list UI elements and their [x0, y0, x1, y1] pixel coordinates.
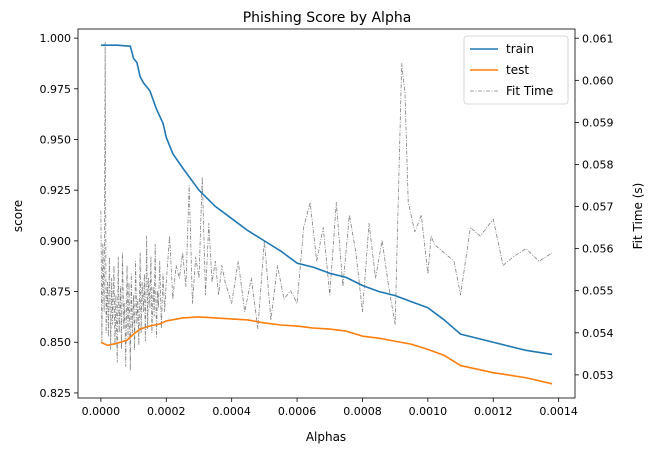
y2-tick-label: 0.059 [582, 116, 614, 129]
y-tick-label: 0.950 [40, 133, 72, 146]
x-tick-label: 0.0010 [409, 405, 448, 418]
legend-label: train [506, 42, 534, 56]
legend: train test Fit Time [463, 35, 569, 105]
y2-tick-label: 0.058 [582, 158, 614, 171]
y2-tick-label: 0.061 [582, 32, 614, 45]
x-tick-label: 0.0008 [343, 405, 382, 418]
series-line-fit-time [100, 42, 553, 372]
y2-tick-label: 0.055 [582, 285, 614, 298]
x-axis-label: Alphas [306, 430, 346, 444]
y-tick-label: 0.925 [40, 184, 72, 197]
y-tick-label: 1.000 [40, 32, 72, 45]
legend-label: test [506, 63, 529, 77]
y-tick-label: 0.975 [40, 83, 72, 96]
chart-title: Phishing Score by Alpha [243, 10, 412, 26]
y-tick-label: 0.875 [40, 286, 72, 299]
y-tick-label: 0.850 [40, 336, 72, 349]
y2-tick-label: 0.054 [582, 327, 614, 340]
y-axis-label: score [11, 200, 25, 232]
y2-axis-label: Fit Time (s) [631, 183, 645, 250]
y-tick-label: 0.900 [40, 235, 72, 248]
plot-frame [77, 28, 576, 399]
x-tick-label: 0.0012 [474, 405, 513, 418]
x-tick-label: 0.0004 [212, 405, 251, 418]
legend-label: Fit Time [506, 84, 553, 98]
y-tick-label: 0.825 [40, 387, 72, 400]
y2-tick-label: 0.056 [582, 243, 614, 256]
y2-tick-label: 0.053 [582, 369, 614, 382]
series-layer [100, 42, 553, 385]
axes-layer: 0.0000 0.0002 0.0004 0.0006 0.0008 0.0010 0.00… [40, 28, 614, 418]
x-tick-label: 0.0014 [539, 405, 578, 418]
series-line-test [100, 316, 553, 385]
series-line-train [100, 44, 553, 356]
x-tick-label: 0.0000 [82, 405, 121, 418]
x-tick-label: 0.0006 [278, 405, 317, 418]
legend-box [463, 35, 569, 105]
y2-tick-label: 0.060 [582, 74, 614, 87]
x-tick-label: 0.0002 [147, 405, 186, 418]
y2-tick-label: 0.057 [582, 201, 614, 214]
